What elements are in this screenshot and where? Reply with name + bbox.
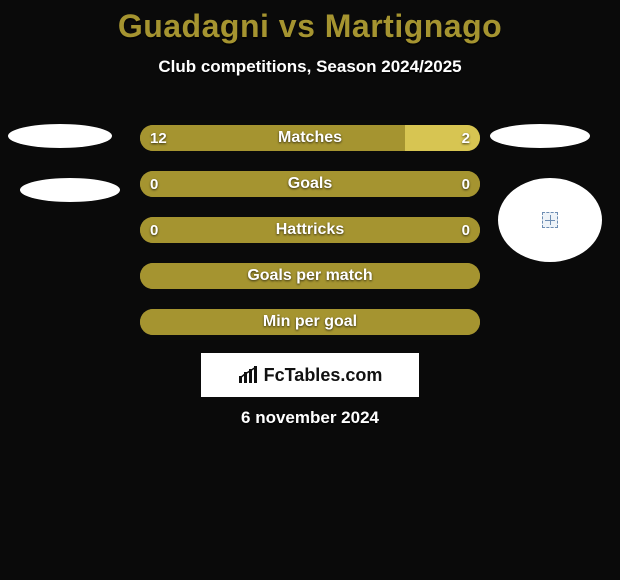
comparison-bars: 122Matches 00Goals 00Hattricks Goals per ma… [140, 125, 480, 355]
ellipse-top-right [490, 124, 590, 148]
circle-right [498, 178, 602, 262]
ellipse-mid-left [20, 178, 120, 202]
subtitle: Club competitions, Season 2024/2025 [0, 57, 620, 77]
bar-label: Min per goal [140, 309, 480, 335]
logo: FcTables.com [238, 365, 383, 386]
bar-label: Hattricks [140, 217, 480, 243]
bar-label: Goals [140, 171, 480, 197]
date-label: 6 november 2024 [0, 408, 620, 428]
image-placeholder-icon [542, 212, 558, 228]
chart-icon [238, 366, 260, 384]
bar-row: Goals per match [140, 263, 480, 289]
bar-row: 00Hattricks [140, 217, 480, 243]
bar-row: 00Goals [140, 171, 480, 197]
logo-text: FcTables.com [264, 365, 383, 386]
bar-label: Matches [140, 125, 480, 151]
infographic-root: Guadagni vs Martignago Club competitions… [0, 0, 620, 580]
bar-row: 122Matches [140, 125, 480, 151]
bar-label: Goals per match [140, 263, 480, 289]
logo-box: FcTables.com [201, 353, 419, 397]
bar-row: Min per goal [140, 309, 480, 335]
page-title: Guadagni vs Martignago [0, 0, 620, 45]
ellipse-top-left [8, 124, 112, 148]
